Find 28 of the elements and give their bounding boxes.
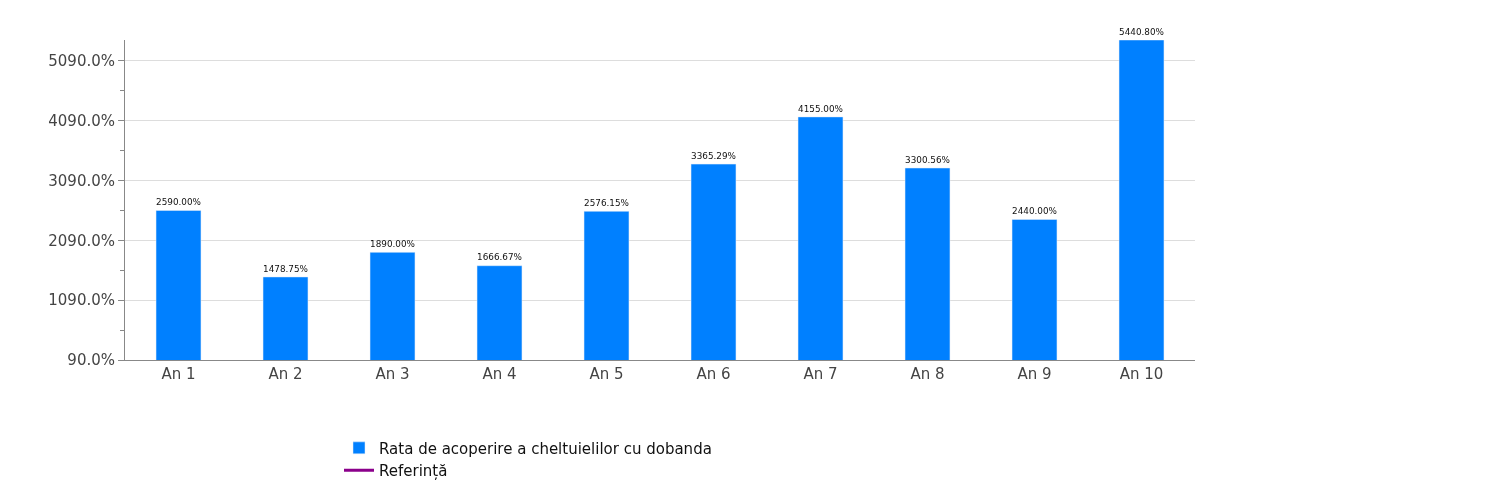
data-label: 2576.15% <box>584 197 629 208</box>
y-tick-label: 4090.0% <box>48 112 115 131</box>
x-tick-label: An 9 <box>1017 365 1052 383</box>
y-tick-label: 1090.0% <box>48 291 115 310</box>
legend-label: Referință <box>379 462 448 481</box>
data-label: 2590.00% <box>156 197 201 208</box>
data-label: 3300.56% <box>905 154 950 165</box>
data-label: 1666.67% <box>477 252 522 263</box>
x-tick-label: An 5 <box>589 365 624 383</box>
data-label: 1478.75% <box>263 263 308 274</box>
y-tick-label: 3090.0% <box>48 171 115 190</box>
x-tick-label: An 1 <box>161 365 196 383</box>
x-tick-label: An 7 <box>803 365 838 383</box>
legend-label: Rata de acoperire a cheltuielilor cu dobanda <box>379 439 712 458</box>
x-tick-label: An 6 <box>696 365 731 383</box>
data-label: 2440.00% <box>1012 206 1057 217</box>
x-tick-label: An 8 <box>910 365 945 383</box>
data-label: 3365.29% <box>691 150 736 161</box>
x-tick-label: An 4 <box>482 365 517 383</box>
y-tick-label: 5090.0% <box>48 52 115 71</box>
x-tick-label: An 3 <box>375 365 410 383</box>
x-tick-label: An 2 <box>268 365 303 383</box>
data-label: 5440.80% <box>1119 26 1164 37</box>
y-tick-label: 90.0% <box>67 351 115 370</box>
data-label: 1890.00% <box>370 238 415 249</box>
data-label: 4155.00% <box>798 103 843 114</box>
y-tick-label: 2090.0% <box>48 231 115 250</box>
x-tick-label: An 10 <box>1119 365 1164 383</box>
